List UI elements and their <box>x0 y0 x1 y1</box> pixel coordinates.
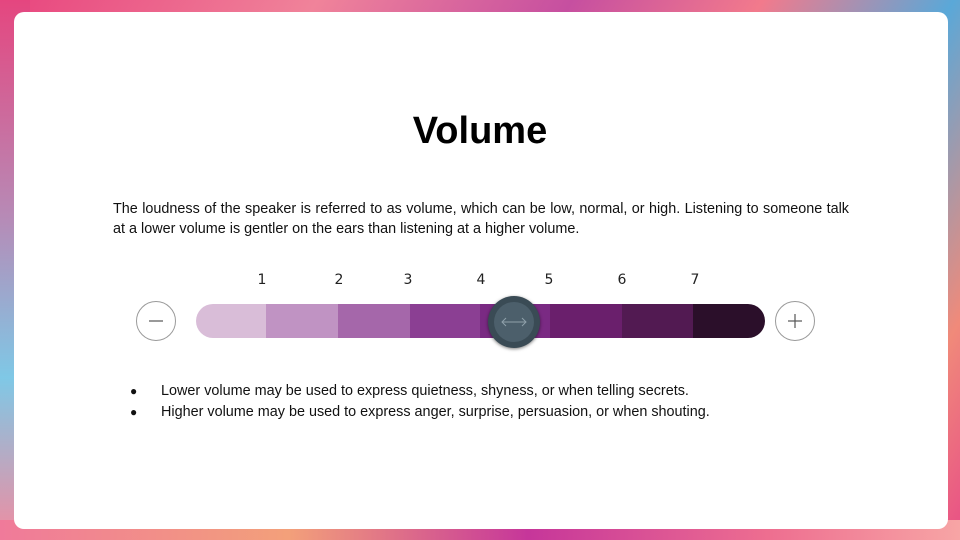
slide-description: The loudness of the speaker is referred … <box>113 201 849 237</box>
volume-segment-6 <box>550 304 622 338</box>
volume-level-7: 7 <box>690 272 700 288</box>
slide-title: Volume <box>412 110 548 152</box>
volume-level-3: 3 <box>403 272 413 288</box>
minus-icon <box>149 320 163 322</box>
bullet-dot: ● <box>130 384 138 398</box>
knob-face <box>494 302 534 342</box>
volume-slider-knob[interactable] <box>488 296 540 348</box>
plus-icon <box>788 314 802 328</box>
volume-segment-2 <box>266 304 338 338</box>
volume-level-2: 2 <box>334 272 344 288</box>
volume-decrease-button[interactable] <box>136 301 176 341</box>
volume-segment-1 <box>196 304 266 338</box>
bullet-list: ● Lower volume may be used to express qui… <box>130 381 710 423</box>
bullet-dot: ● <box>130 405 138 419</box>
volume-segment-4 <box>410 304 480 338</box>
list-item: ● Higher volume may be used to express an… <box>130 402 710 423</box>
volume-level-1: 1 <box>257 272 267 288</box>
volume-level-6: 6 <box>617 272 627 288</box>
volume-level-5: 5 <box>544 272 554 288</box>
left-right-arrow-icon <box>501 317 527 327</box>
list-item: ● Lower volume may be used to express qui… <box>130 381 710 402</box>
volume-segment-8 <box>693 304 765 338</box>
bullet-text: Higher volume may be used to express ang… <box>161 404 710 420</box>
volume-segment-7 <box>622 304 693 338</box>
volume-level-4: 4 <box>476 272 486 288</box>
volume-slider-track[interactable] <box>196 304 765 338</box>
volume-increase-button[interactable] <box>775 301 815 341</box>
slide-card <box>14 12 948 529</box>
bullet-text: Lower volume may be used to express quie… <box>161 383 689 399</box>
volume-segment-3 <box>338 304 410 338</box>
